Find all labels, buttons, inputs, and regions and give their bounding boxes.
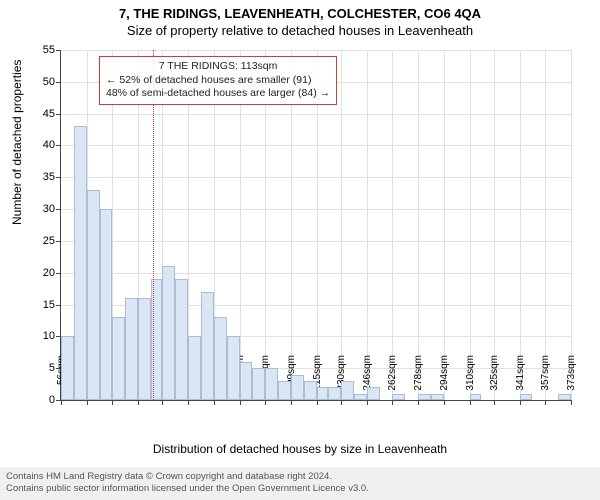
- footer: Contains HM Land Registry data © Crown c…: [0, 467, 600, 500]
- gridline-v: [341, 50, 342, 400]
- histogram-bar: [100, 209, 113, 400]
- gridline-v: [418, 50, 419, 400]
- histogram-bar: [227, 336, 240, 400]
- histogram-bar: [520, 394, 533, 400]
- histogram-bar: [317, 387, 328, 400]
- histogram-bar: [558, 394, 571, 400]
- gridline-v: [571, 50, 572, 400]
- histogram-bar: [175, 279, 188, 400]
- gridline-v: [470, 50, 471, 400]
- histogram-bar: [431, 394, 444, 400]
- page-subtitle: Size of property relative to detached ho…: [0, 21, 600, 38]
- x-axis-label: Distribution of detached houses by size …: [0, 442, 600, 456]
- ytick-label: 50: [43, 76, 61, 88]
- histogram-bar: [328, 387, 341, 400]
- histogram-bar: [201, 292, 214, 400]
- gridline-v: [494, 50, 495, 400]
- histogram-bar: [252, 368, 265, 400]
- ytick-label: 10: [43, 330, 61, 342]
- ytick-label: 55: [43, 44, 61, 56]
- ytick-label: 35: [43, 171, 61, 183]
- ytick-label: 15: [43, 299, 61, 311]
- footer-line-2: Contains public sector information licen…: [6, 483, 594, 495]
- ytick-label: 45: [43, 108, 61, 120]
- annotation-line: 48% of semi-detached houses are larger (…: [106, 87, 330, 101]
- ytick-label: 25: [43, 235, 61, 247]
- footer-line-1: Contains HM Land Registry data © Crown c…: [6, 471, 594, 483]
- ytick-label: 40: [43, 139, 61, 151]
- histogram-bar: [392, 394, 405, 400]
- ytick-label: 30: [43, 203, 61, 215]
- histogram-bar: [138, 298, 151, 400]
- histogram-bar: [304, 381, 317, 400]
- gridline-v: [444, 50, 445, 400]
- annotation-line: 7 THE RIDINGS: 113sqm: [106, 60, 330, 74]
- histogram-bar: [61, 336, 74, 400]
- histogram-bar: [87, 190, 100, 400]
- histogram-bar: [74, 126, 87, 400]
- gridline-v: [367, 50, 368, 400]
- xtick-label: 357sqm: [540, 355, 551, 405]
- y-axis-label: Number of detached properties: [10, 60, 24, 225]
- ytick-label: 20: [43, 267, 61, 279]
- histogram-bar: [162, 266, 175, 400]
- histogram-bar: [125, 298, 138, 400]
- plot-inner: 051015202530354045505556sqm72sqm88sqm104…: [60, 50, 571, 401]
- annotation-line: ← 52% of detached houses are smaller (91…: [106, 74, 330, 88]
- histogram-bar: [188, 336, 201, 400]
- histogram-bar: [354, 394, 367, 400]
- gridline-v: [520, 50, 521, 400]
- histogram-bar: [291, 375, 304, 400]
- page-title: 7, THE RIDINGS, LEAVENHEATH, COLCHESTER,…: [0, 0, 600, 21]
- annotation-box: 7 THE RIDINGS: 113sqm← 52% of detached h…: [99, 56, 337, 105]
- histogram-bar: [278, 381, 291, 400]
- gridline-v: [545, 50, 546, 400]
- histogram-bar: [341, 381, 354, 400]
- chart-area: 051015202530354045505556sqm72sqm88sqm104…: [60, 50, 570, 400]
- gridline-v: [392, 50, 393, 400]
- xtick-label: 325sqm: [489, 355, 500, 405]
- histogram-bar: [240, 362, 253, 400]
- histogram-bar: [112, 317, 125, 400]
- histogram-bar: [470, 394, 481, 400]
- histogram-bar: [214, 317, 227, 400]
- histogram-bar: [367, 387, 380, 400]
- histogram-bar: [265, 368, 278, 400]
- histogram-bar: [418, 394, 431, 400]
